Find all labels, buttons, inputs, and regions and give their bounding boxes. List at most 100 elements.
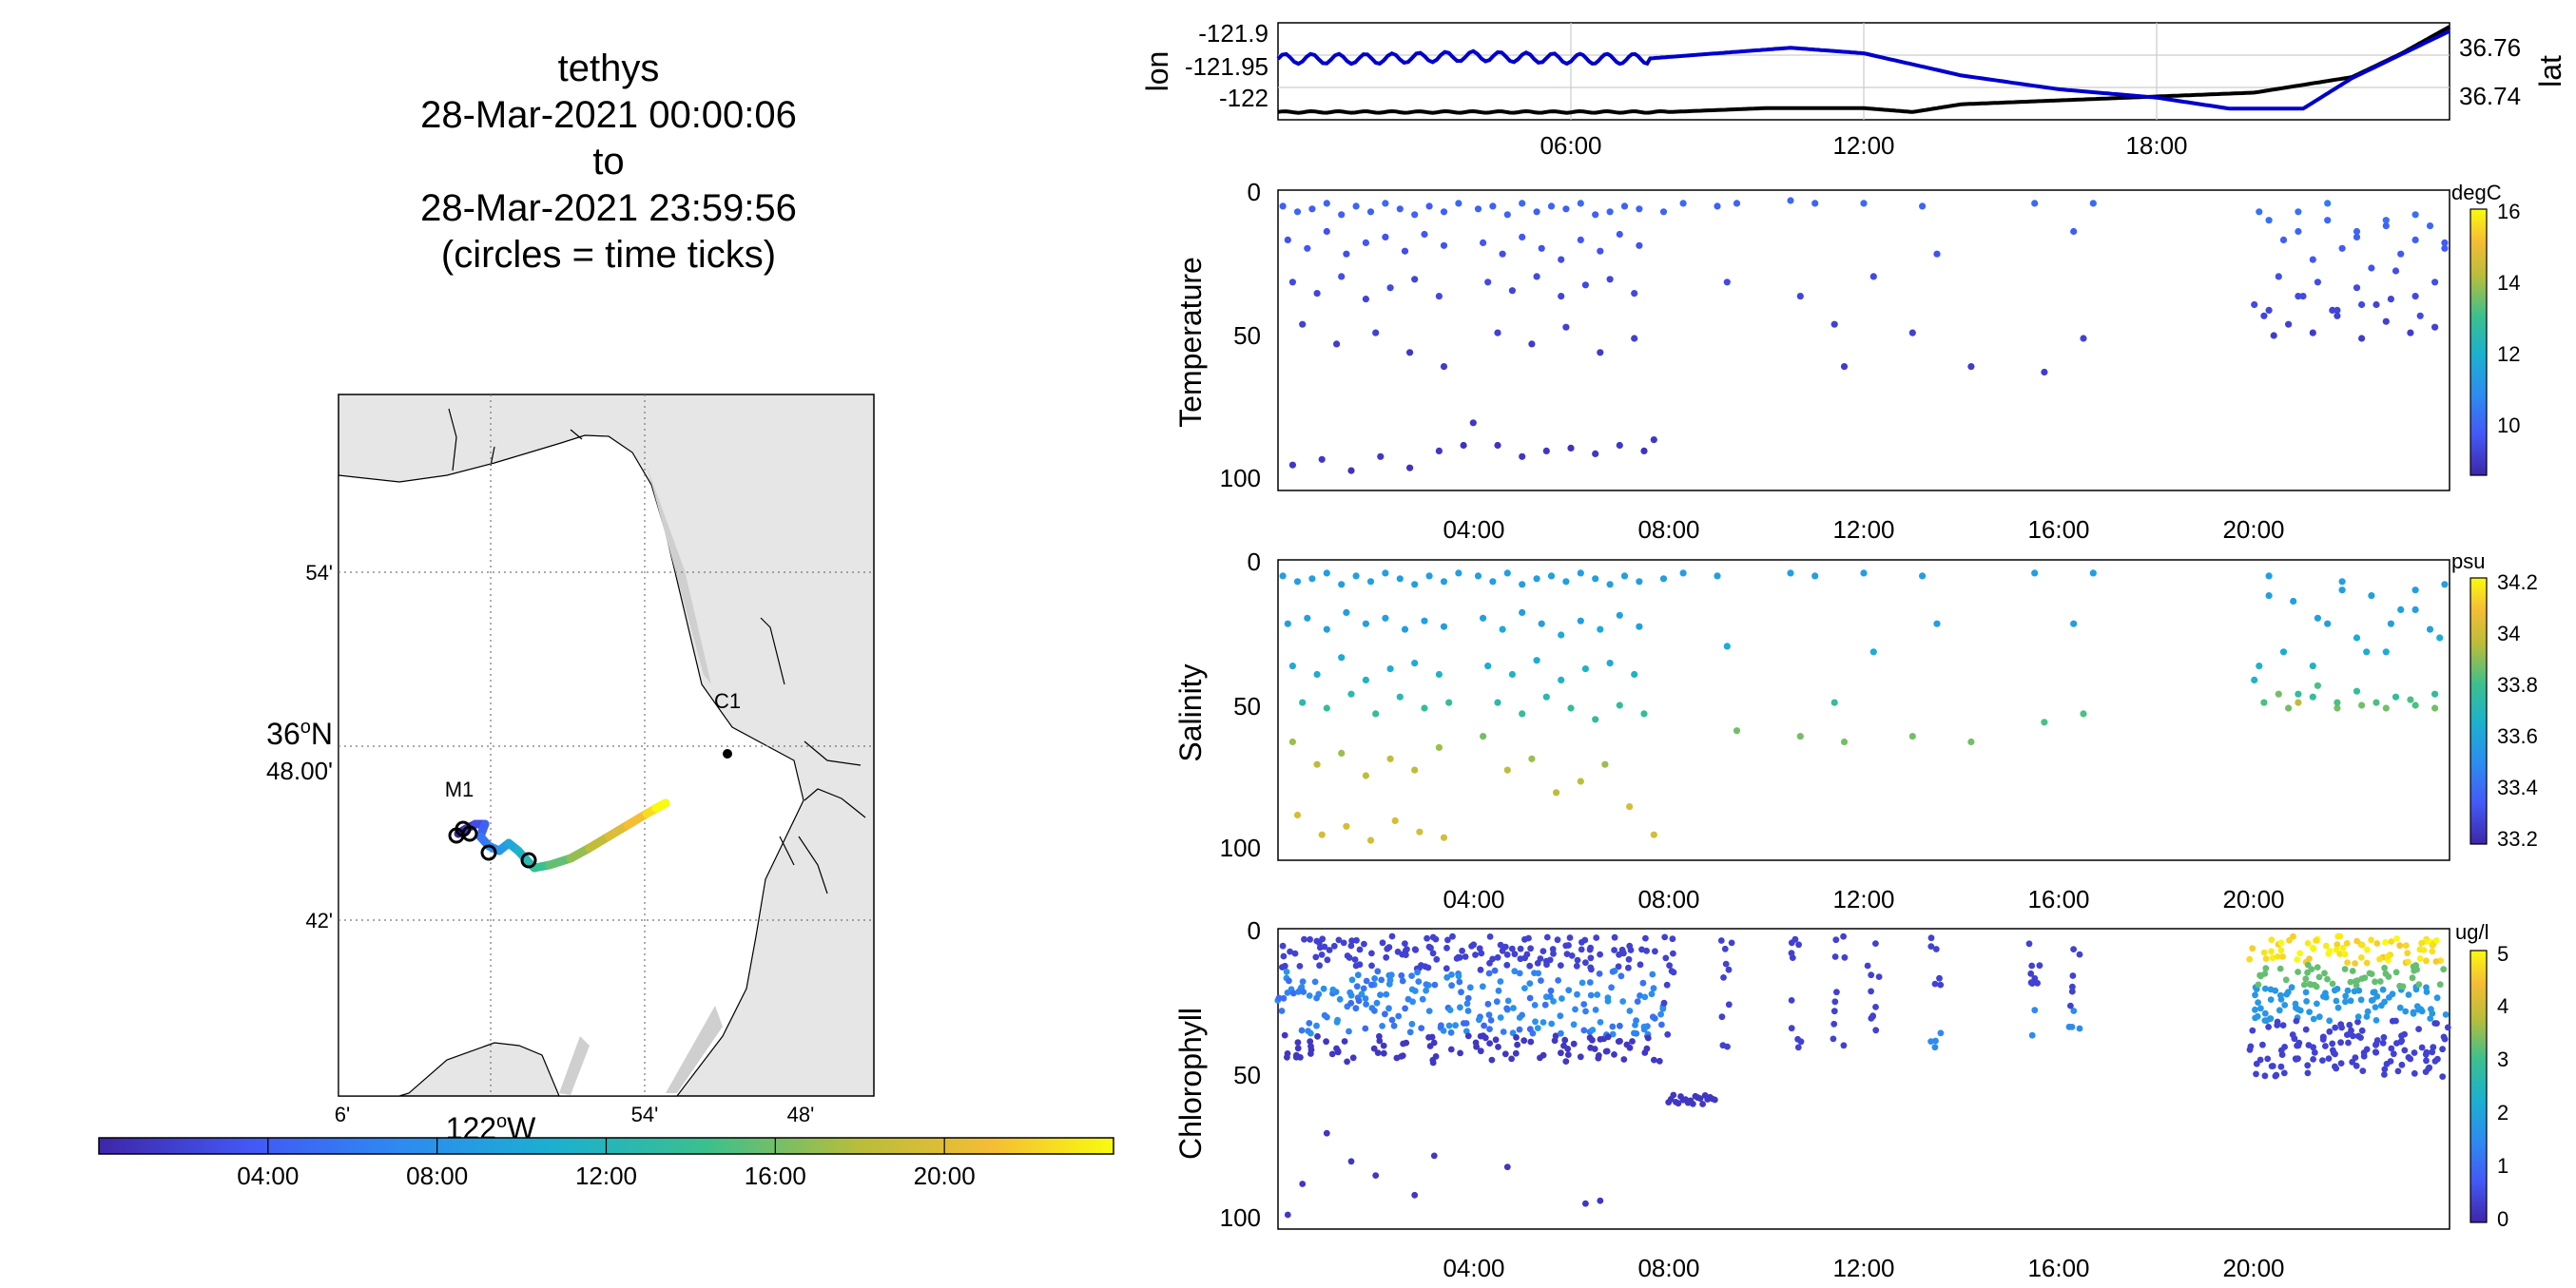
chlorophyll-x-tick: 12:00 <box>1832 1254 1894 1282</box>
chlorophyll-point <box>1462 953 1469 960</box>
chlorophyll-point <box>2261 1072 2269 1080</box>
chlorophyll-point <box>1519 1011 1525 1019</box>
chlorophyll-point <box>1463 1000 1471 1008</box>
chlorophyll-point <box>2430 1044 2437 1051</box>
salinity-point <box>2382 704 2390 712</box>
chlorophyll-point <box>1347 942 1355 950</box>
chlorophyll-point <box>1458 989 1464 996</box>
chlorophyll-point <box>1307 935 1313 943</box>
temperature-point <box>1474 205 1482 213</box>
chlorophyll-point <box>1371 975 1378 982</box>
chlorophyll-point <box>2410 1009 2417 1016</box>
chlorophyll-point <box>2373 1017 2380 1024</box>
chlorophyll-point <box>1650 985 1657 992</box>
time-colorbar-label: 20:00 <box>914 1162 976 1190</box>
chlorophyll-point <box>1620 1056 1628 1063</box>
chlorophyll-point <box>1516 970 1523 977</box>
salinity-y-tick: 50 <box>1233 692 1261 721</box>
coastline-rivers <box>448 408 866 894</box>
salinity-point <box>1519 710 1526 718</box>
chlorophyll-point <box>1305 1028 1311 1034</box>
chlorophyll-point <box>1512 1049 1520 1057</box>
salinity-point <box>1396 575 1404 583</box>
chlorophyll-point <box>1340 939 1347 947</box>
salinity-point <box>1304 614 1311 622</box>
nav-lon-tick: -121.95 <box>1185 52 1269 81</box>
chlorophyll-point <box>1611 933 1618 941</box>
chlorophyll-point <box>1279 942 1287 950</box>
salinity-point <box>2285 704 2293 712</box>
chlorophyll-point <box>1540 1051 1547 1059</box>
salinity-point <box>2309 693 2316 701</box>
chlorophyll-point <box>1570 1021 1578 1028</box>
chlorophyll-point <box>2261 1009 2269 1017</box>
temperature-point <box>1558 256 1565 263</box>
chlorophyll-point <box>2399 983 2407 990</box>
nav-ylabel-lon: lon <box>1140 51 1174 92</box>
chlorophyll-point <box>2246 955 2254 963</box>
chlorophyll-point <box>2342 998 2349 1006</box>
temperature-point <box>1347 467 1355 474</box>
temperature-point <box>2382 317 2390 325</box>
chlorophyll-point <box>2341 966 2349 972</box>
chlorophyll-point <box>2363 1046 2371 1053</box>
chlorophyll-point <box>2422 1050 2430 1058</box>
temperature-panel: Temperature 0 50 100 04:00 08:00 12:00 1… <box>1173 178 2520 544</box>
temperature-point <box>1933 250 1941 258</box>
temperature-point <box>1313 290 1321 298</box>
chlorophyll-point <box>1379 939 1386 947</box>
temperature-point <box>2295 208 2302 216</box>
salinity-cb-tick: 34.2 <box>2497 570 2538 594</box>
chlorophyll-point <box>2253 1070 2259 1078</box>
temperature-point <box>1597 247 1604 255</box>
auv-track <box>448 798 670 873</box>
chlorophyll-point <box>1408 972 1415 979</box>
chlorophyll-point <box>1378 976 1385 984</box>
salinity-point <box>1659 575 1668 583</box>
chlorophyll-point <box>2420 947 2428 953</box>
chlorophyll-point <box>2292 1055 2299 1063</box>
chlorophyll-point <box>1504 997 1512 1005</box>
chlorophyll-point <box>1347 1158 1355 1165</box>
chlorophyll-point <box>2266 1015 2274 1023</box>
temperature-point <box>1304 244 1311 252</box>
salinity-points <box>1279 569 2449 844</box>
chlorophyll-point <box>1588 966 1595 973</box>
salinity-point <box>1455 569 1462 577</box>
salinity-point <box>2363 648 2371 656</box>
nav-x-tick: 12:00 <box>1832 131 1894 160</box>
chlorophyll-point <box>1559 995 1565 1002</box>
chlorophyll-cb-tick: 0 <box>2497 1207 2508 1231</box>
chlorophyll-point <box>1550 950 1557 957</box>
salinity-point <box>1445 699 1453 706</box>
salinity-point <box>1480 733 1487 740</box>
chlorophyll-point <box>1637 992 1643 999</box>
salinity-x-tick: 04:00 <box>1443 885 1504 913</box>
chlorophyll-point <box>1433 955 1441 963</box>
chlorophyll-point <box>2067 1002 2074 1009</box>
chlorophyll-point <box>1402 940 1408 947</box>
salinity-point <box>1293 578 1302 586</box>
chlorophyll-point <box>2348 1027 2354 1034</box>
chlorophyll-point <box>2334 932 2342 940</box>
chlorophyll-point <box>1617 972 1625 980</box>
salinity-point <box>1558 631 1565 639</box>
chlorophyll-point <box>2379 986 2387 993</box>
temperature-point <box>1542 447 1550 454</box>
chlorophyll-point <box>1370 1045 1378 1052</box>
chlorophyll-point <box>1932 946 1940 952</box>
chlorophyll-point <box>1699 1101 1706 1107</box>
chlorophyll-point <box>1597 951 1603 958</box>
chlorophyll-point <box>1408 1020 1416 1028</box>
temperature-point <box>2324 200 2332 207</box>
chlorophyll-point <box>2274 953 2281 960</box>
salinity-x-tick: 20:00 <box>2222 885 2284 913</box>
chlorophyll-point <box>1649 971 1656 978</box>
chlorophyll-point <box>2076 1025 2083 1032</box>
chlorophyll-point <box>2257 972 2264 980</box>
temperature-point <box>1840 363 1849 371</box>
chlorophyll-point <box>1527 945 1534 952</box>
temperature-point <box>2265 306 2273 314</box>
chlorophyll-point <box>2034 979 2042 987</box>
salinity-panel: Salinity 0 50 100 04:00 08:00 12:00 16:0… <box>1173 548 2538 913</box>
